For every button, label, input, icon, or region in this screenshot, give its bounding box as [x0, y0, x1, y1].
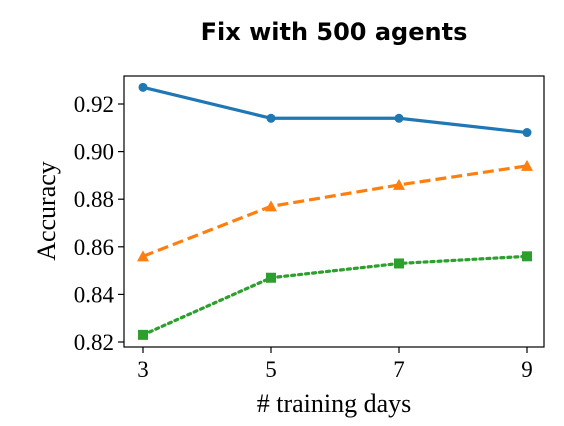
- data-point: [265, 200, 277, 212]
- y-tick-label: 0.82: [74, 330, 114, 355]
- data-point: [394, 113, 404, 123]
- data-point: [138, 329, 148, 340]
- x-axis-label: # training days: [257, 389, 412, 418]
- x-tick-label: 5: [265, 357, 277, 382]
- y-tick-label: 0.92: [74, 92, 114, 117]
- data-point: [266, 272, 276, 283]
- series-layer: [137, 82, 533, 340]
- series-line-3: [141, 254, 529, 337]
- y-tick-label: 0.86: [74, 235, 114, 260]
- chart-title: Fix with 500 agents: [200, 18, 468, 46]
- y-tick-label: 0.88: [74, 187, 114, 212]
- y-axis-ticks: 0.82 0.84 0.86 0.88 0.90 0.92: [74, 92, 124, 355]
- data-point: [266, 113, 276, 123]
- data-point: [393, 178, 405, 190]
- data-point: [522, 251, 532, 262]
- series-line-2: [142, 164, 528, 258]
- x-tick-label: 3: [137, 357, 149, 382]
- x-tick-label: 9: [521, 357, 533, 382]
- data-point: [394, 258, 404, 269]
- data-point: [522, 128, 532, 138]
- y-tick-label: 0.84: [74, 282, 115, 307]
- data-point: [138, 82, 148, 92]
- series-line-1: [142, 85, 528, 135]
- x-axis-ticks: 3 5 7 9: [137, 347, 533, 382]
- y-tick-label: 0.90: [74, 140, 114, 165]
- x-tick-label: 7: [393, 357, 405, 382]
- data-point: [137, 250, 149, 262]
- plot-frame: [123, 75, 545, 348]
- y-axis-label: Accuracy: [32, 161, 61, 261]
- data-point: [521, 159, 533, 171]
